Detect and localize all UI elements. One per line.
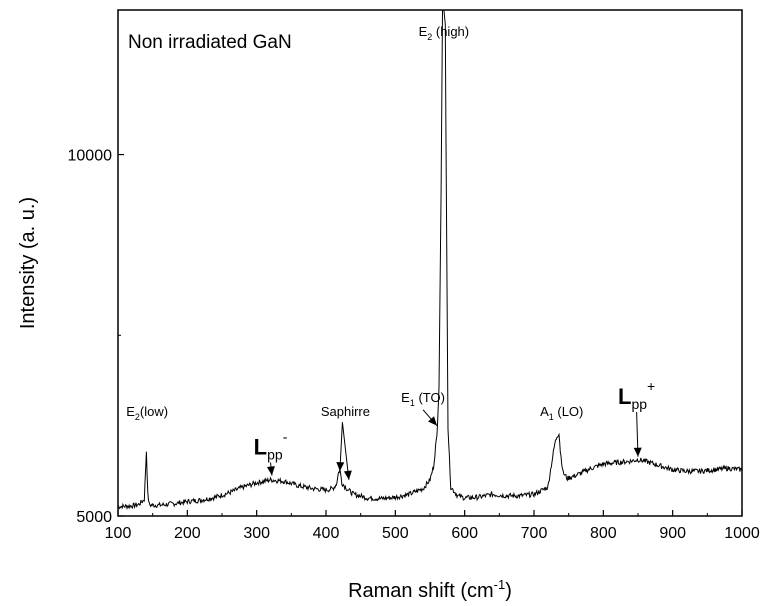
x-tick-label: 900 bbox=[659, 525, 686, 542]
annotation-arrow-head bbox=[343, 470, 352, 480]
x-tick-label: 100 bbox=[105, 525, 132, 542]
x-tick-label: 400 bbox=[313, 525, 340, 542]
x-axis-ticks: 100 200 300 400 500 600 700 800 900 1000 bbox=[105, 510, 760, 542]
x-axis-label-unit-power: -1 bbox=[494, 577, 506, 592]
y-axis-ticks: 5000 10000 bbox=[68, 148, 124, 526]
peak-label: Lpp- bbox=[254, 429, 288, 463]
annotation-arrow bbox=[266, 462, 275, 476]
annotation-arrow bbox=[422, 409, 438, 426]
y-tick-label: 5000 bbox=[76, 509, 112, 526]
annotation-arrow-shaft bbox=[341, 422, 350, 480]
annotation-arrow-head bbox=[266, 466, 275, 476]
plot-frame bbox=[117, 9, 743, 517]
x-tick-label: 1000 bbox=[724, 525, 760, 542]
chart-title: Non irradiated GaN bbox=[128, 32, 292, 53]
peak-label: Saphirre bbox=[321, 404, 370, 419]
x-axis-label-close: ) bbox=[505, 580, 512, 602]
peak-label: A1 (LO) bbox=[540, 404, 583, 422]
x-tick-label: 700 bbox=[521, 525, 548, 542]
annotation-arrow bbox=[336, 422, 345, 472]
x-tick-label: 200 bbox=[174, 525, 201, 542]
peak-label: Lpp+ bbox=[618, 378, 655, 412]
spectrum-line bbox=[117, 9, 743, 511]
x-tick-label: 500 bbox=[382, 525, 409, 542]
x-tick-label: 600 bbox=[451, 525, 478, 542]
x-tick-label: 800 bbox=[590, 525, 617, 542]
annotation-arrow-head bbox=[633, 447, 642, 457]
peak-label: E1 (TO) bbox=[401, 390, 445, 408]
y-tick-label: 10000 bbox=[68, 148, 113, 165]
annotation-arrow bbox=[633, 411, 642, 457]
peak-label: E2 (high) bbox=[419, 24, 470, 42]
x-axis-label: Raman shift (cm-1) bbox=[348, 577, 512, 602]
annotation-arrow-head bbox=[336, 461, 345, 472]
x-axis-label-main: Raman shift (cm bbox=[348, 580, 494, 602]
y-axis-label: Intensity (a. u.) bbox=[17, 197, 39, 329]
peak-annotations: E2(low) Lpp- Saphirre E1 (TO) E2 (high) A1 (L… bbox=[126, 24, 655, 480]
annotation-arrow bbox=[341, 422, 352, 480]
annotation-arrow-head bbox=[427, 416, 437, 426]
peak-label: E2(low) bbox=[126, 404, 168, 422]
x-tick-label: 300 bbox=[243, 525, 270, 542]
